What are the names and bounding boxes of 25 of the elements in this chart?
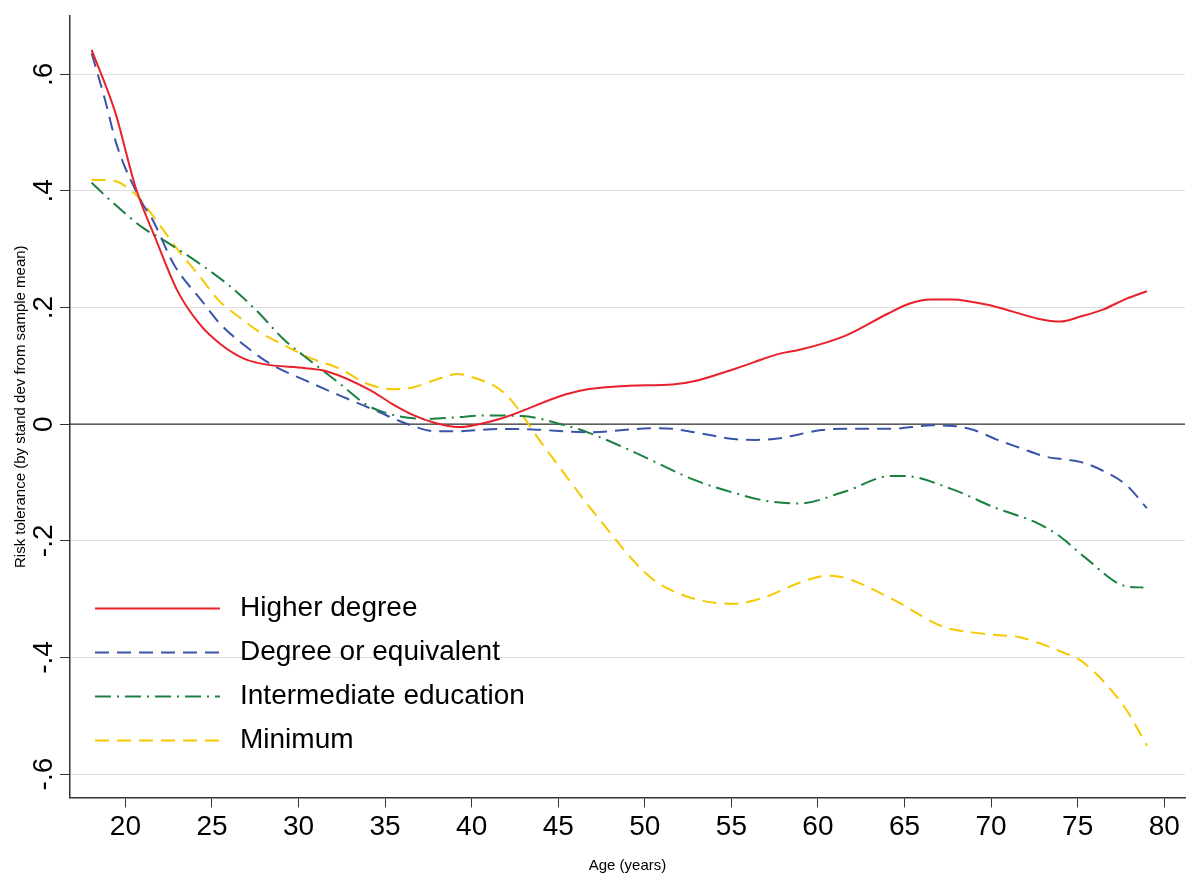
legend-label: Minimum <box>240 723 354 755</box>
y-tick-label: -.6 <box>26 757 58 791</box>
x-tick-label: 65 <box>888 809 921 841</box>
legend-label: Intermediate education <box>240 679 525 711</box>
y-tick-label: .4 <box>26 179 58 203</box>
y-tick-label: .6 <box>26 62 58 86</box>
y-tick-label: 0 <box>26 416 58 432</box>
x-tick-label: 55 <box>715 809 747 841</box>
x-tick-label: 45 <box>542 809 574 841</box>
x-tick-label: 40 <box>456 809 488 841</box>
x-tick-label: 20 <box>109 809 141 841</box>
x-tick-label: 35 <box>369 809 401 841</box>
x-tick-label: 30 <box>282 809 315 841</box>
x-tick-label: 25 <box>196 809 228 841</box>
x-tick-label: 75 <box>1062 809 1094 841</box>
x-tick-label: 60 <box>802 809 834 841</box>
y-tick-label: -.2 <box>26 524 58 558</box>
legend-label: Higher degree <box>240 591 418 623</box>
x-tick-label: 70 <box>975 809 1007 841</box>
legend-label: Degree or equivalent <box>240 635 501 667</box>
x-axis-title: Age (years) <box>588 856 667 874</box>
y-axis-title: Risk tolerance (by stand dev from sample mean) <box>11 245 29 569</box>
x-tick-label: 50 <box>629 809 661 841</box>
y-tick-label: -.4 <box>26 641 58 674</box>
x-tick-label: 80 <box>1148 809 1180 841</box>
